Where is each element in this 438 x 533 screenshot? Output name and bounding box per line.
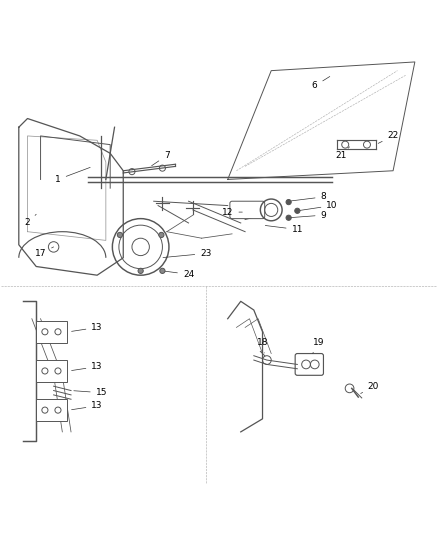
Text: 9: 9 [291, 211, 326, 220]
Text: 17: 17 [35, 247, 53, 258]
Text: 19: 19 [313, 338, 325, 353]
Circle shape [117, 232, 123, 238]
Text: 13: 13 [71, 362, 103, 371]
Text: 21: 21 [335, 147, 350, 160]
Text: 20: 20 [360, 382, 379, 393]
Text: 6: 6 [312, 76, 330, 91]
Bar [36, 360, 67, 382]
FancyBboxPatch shape [295, 353, 323, 375]
Text: 23: 23 [163, 249, 212, 258]
Text: 22: 22 [378, 132, 399, 143]
Text: 13: 13 [71, 401, 103, 410]
Text: 15: 15 [74, 388, 107, 397]
Text: 12: 12 [222, 207, 242, 216]
Text: 7: 7 [152, 151, 170, 166]
Bar [36, 399, 67, 421]
Text: 18: 18 [257, 338, 268, 353]
Bar [36, 321, 67, 343]
Text: 13: 13 [71, 323, 103, 332]
Circle shape [160, 268, 165, 273]
Circle shape [159, 232, 164, 238]
Text: 11: 11 [265, 225, 303, 234]
Circle shape [295, 208, 300, 213]
Circle shape [286, 199, 291, 205]
Text: 10: 10 [300, 201, 338, 211]
Text: 8: 8 [291, 192, 326, 201]
Text: 1: 1 [55, 167, 90, 184]
Text: 2: 2 [25, 214, 36, 228]
Text: 24: 24 [165, 270, 194, 279]
Circle shape [138, 268, 143, 273]
FancyBboxPatch shape [230, 201, 265, 219]
Circle shape [286, 215, 291, 220]
